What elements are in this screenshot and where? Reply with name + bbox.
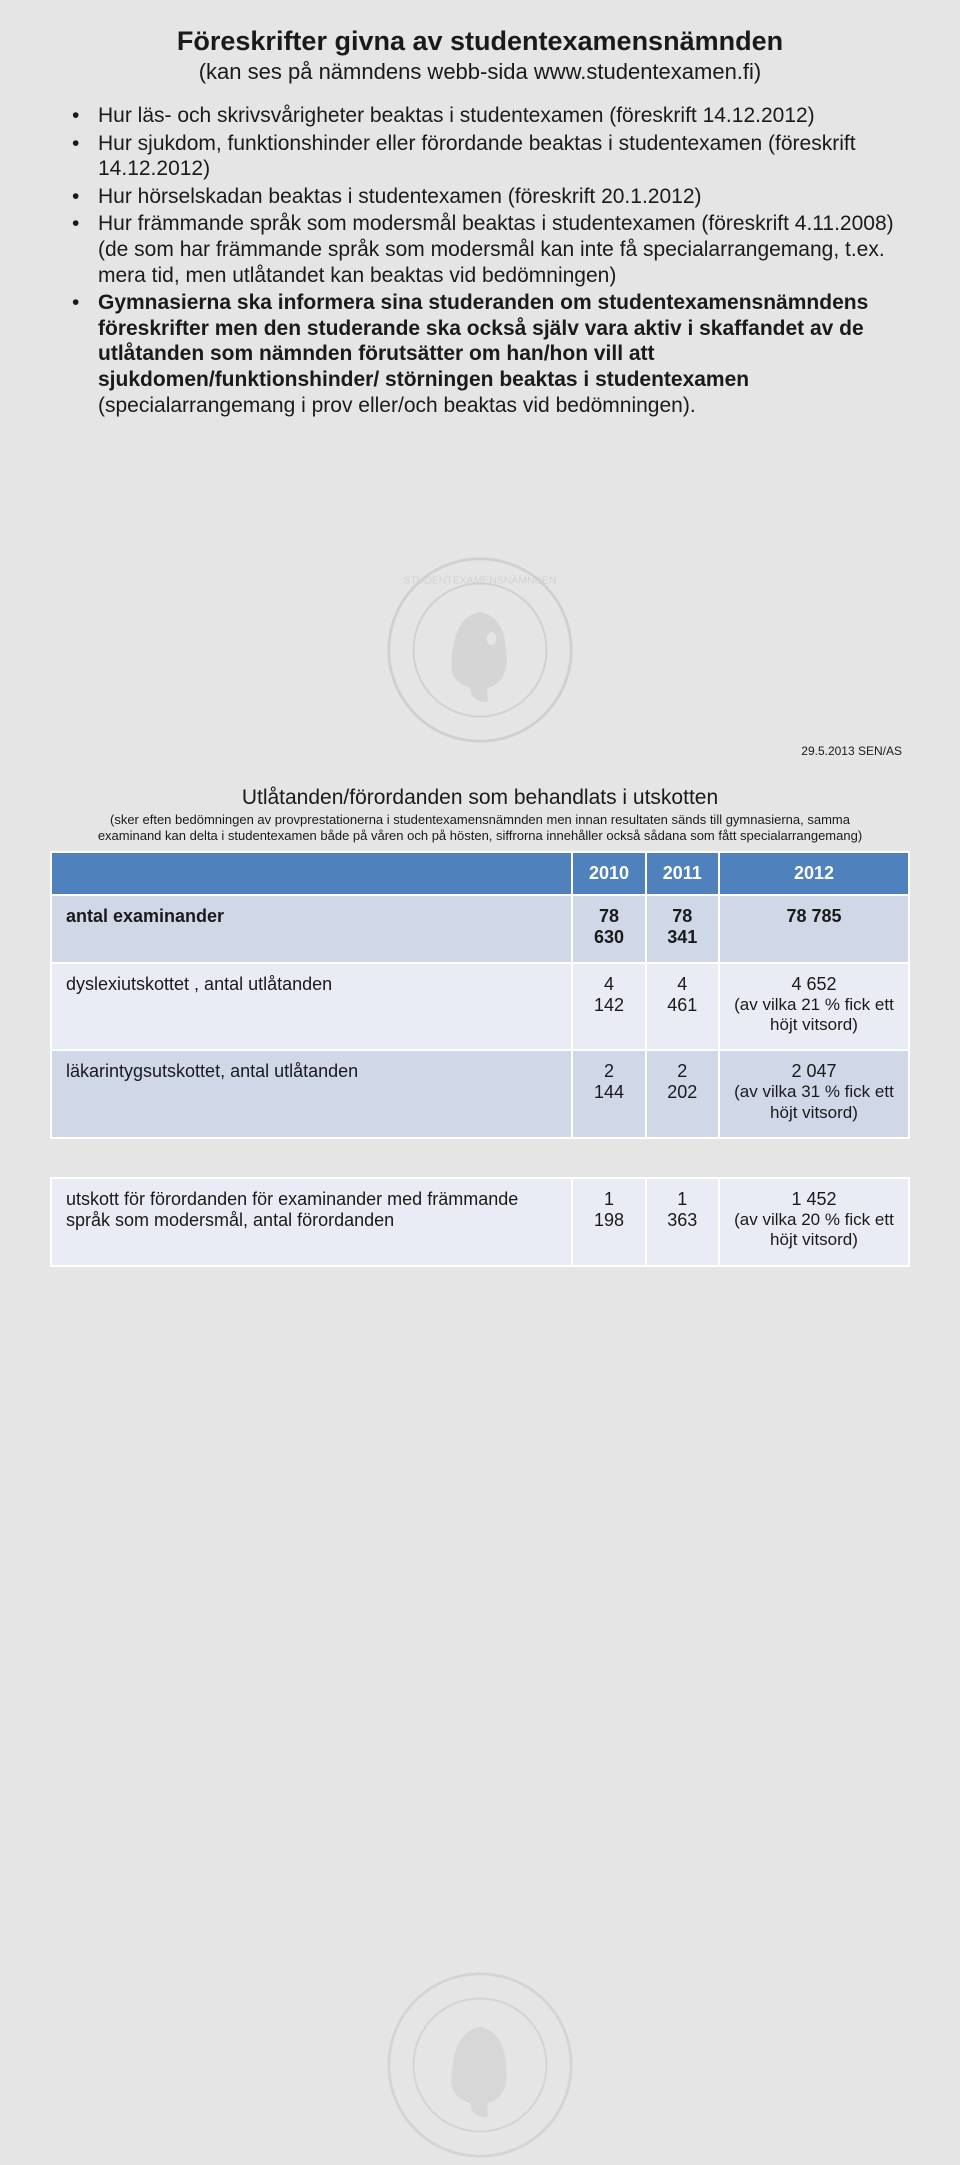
- row-value: 2 144: [572, 1050, 645, 1138]
- data-table: 2010 2011 2012 antal examinander78 63078…: [50, 851, 910, 1267]
- row-subnote: (av vilka 20 % fick ett höjt vitsord): [734, 1210, 894, 1251]
- bullet-text: Hur främmande språk som modersmål beakta…: [98, 212, 894, 235]
- table-row: läkarintygsutskottet, antal utlåtanden2 …: [51, 1050, 909, 1138]
- row-value: 1 452(av vilka 20 % fick ett höjt vitsor…: [719, 1178, 909, 1266]
- table-row: utskott för förordanden för examinander …: [51, 1178, 909, 1266]
- bullet-list: Hur läs- och skrivsvårigheter beaktas i …: [50, 103, 910, 418]
- watermark-seal-icon: [385, 1970, 575, 2160]
- slide2-title: Utlåtanden/förordanden som behandlats i …: [50, 786, 910, 810]
- table-header-year: 2010: [572, 852, 645, 895]
- bullet-text-bold: Gymnasierna ska informera sina studerand…: [98, 291, 868, 391]
- table-row: [51, 1138, 909, 1178]
- table-header-blank: [51, 852, 572, 895]
- bullet-item: Hur främmande språk som modersmål beakta…: [72, 211, 910, 288]
- row-subnote: (av vilka 31 % fick ett höjt vitsord): [734, 1082, 894, 1123]
- row-value: 78 341: [646, 895, 719, 963]
- row-value: 2 202: [646, 1050, 719, 1138]
- table-row: dyslexiutskottet , antal utlåtanden4 142…: [51, 963, 909, 1051]
- row-value: 78 785: [719, 895, 909, 963]
- table-header-year: 2011: [646, 852, 719, 895]
- slide1-title: Föreskrifter givna av studentexamensnämn…: [50, 26, 910, 57]
- bullet-item: Hur sjukdom, funktionshinder eller föror…: [72, 131, 910, 182]
- bullet-item: Hur läs- och skrivsvårigheter beaktas i …: [72, 103, 910, 129]
- slide2-subtitle: (sker eften bedömningen av provprestatio…: [50, 812, 910, 845]
- row-value: 4 652(av vilka 21 % fick ett höjt vitsor…: [719, 963, 909, 1051]
- bullet-tail: (specialarrangemang i prov eller/och bea…: [98, 394, 696, 417]
- row-value: 2 047(av vilka 31 % fick ett höjt vitsor…: [719, 1050, 909, 1138]
- bullet-text: Hur hörselskadan beaktas i studentexamen…: [98, 185, 702, 208]
- table-body: antal examinander78 63078 34178 785dysle…: [51, 895, 909, 1266]
- row-label: antal examinander: [51, 895, 572, 963]
- slide-foreskrifter: Föreskrifter givna av studentexamensnämn…: [0, 0, 960, 700]
- row-label: utskott för förordanden för examinander …: [51, 1178, 572, 1266]
- row-subnote: (av vilka 21 % fick ett höjt vitsord): [734, 995, 894, 1036]
- row-value: 4 142: [572, 963, 645, 1051]
- slide-utlatanden: 29.5.2013 SEN/AS Utlåtanden/förordanden …: [0, 700, 960, 1430]
- bullet-text: Hur läs- och skrivsvårigheter beaktas i …: [98, 104, 815, 127]
- row-label: läkarintygsutskottet, antal utlåtanden: [51, 1050, 572, 1138]
- spacer-cell: [51, 1138, 909, 1178]
- row-value: 1 198: [572, 1178, 645, 1266]
- date-stamp: 29.5.2013 SEN/AS: [801, 744, 902, 758]
- row-label: dyslexiutskottet , antal utlåtanden: [51, 963, 572, 1051]
- row-value: 4 461: [646, 963, 719, 1051]
- bullet-text: Hur sjukdom, funktionshinder eller föror…: [98, 132, 856, 181]
- svg-text:STUDENTEXAMENSNÄMNDEN: STUDENTEXAMENSNÄMNDEN: [403, 575, 556, 587]
- bullet-item: Gymnasierna ska informera sina studerand…: [72, 290, 910, 418]
- table-row: antal examinander78 63078 34178 785: [51, 895, 909, 963]
- row-value: 78 630: [572, 895, 645, 963]
- row-value: 1 363: [646, 1178, 719, 1266]
- bullet-paren: (de som har främmande språk som modersmå…: [98, 237, 910, 288]
- slide1-subtitle: (kan ses på nämndens webb-sida www.stude…: [50, 59, 910, 85]
- table-header-row: 2010 2011 2012: [51, 852, 909, 895]
- bullet-item: Hur hörselskadan beaktas i studentexamen…: [72, 184, 910, 210]
- table-header-year: 2012: [719, 852, 909, 895]
